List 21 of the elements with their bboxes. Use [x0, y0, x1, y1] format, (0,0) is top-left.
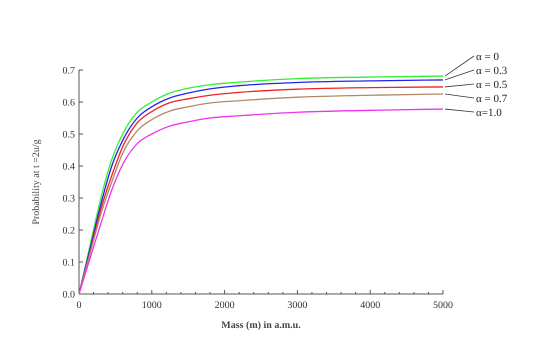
y-tick-label: 0.4 [62, 162, 75, 172]
y-tick-label: 0.0 [62, 290, 75, 300]
y-tick-label: 0.6 [62, 98, 75, 108]
text: α = 0.3 [476, 65, 508, 77]
y-tick-label: 0.7 [62, 66, 75, 76]
text: α = 0.5 [476, 79, 508, 91]
text: α = 0.7 [476, 93, 508, 105]
y-tick-label: 0.1 [62, 258, 75, 268]
text: α=1.0 [476, 107, 502, 119]
x-tick-label: 2000 [214, 300, 235, 311]
y-tick-label: 0.5 [62, 130, 75, 140]
x-axis-title: Mass (m) in a.m.u. [221, 320, 302, 331]
y-tick-label: 0.3 [62, 194, 75, 204]
x-tick-label: 3000 [287, 300, 308, 311]
x-tick-label: 0 [76, 300, 82, 311]
x-tick-label: 5000 [433, 300, 453, 311]
y-axis-title: Probability at t =2u/g [31, 139, 42, 225]
x-tick-label: 4000 [360, 300, 380, 311]
y-tick-label: 0.2 [62, 226, 75, 236]
x-tick-label: 1000 [142, 300, 162, 311]
text: α = 0 [476, 51, 500, 63]
